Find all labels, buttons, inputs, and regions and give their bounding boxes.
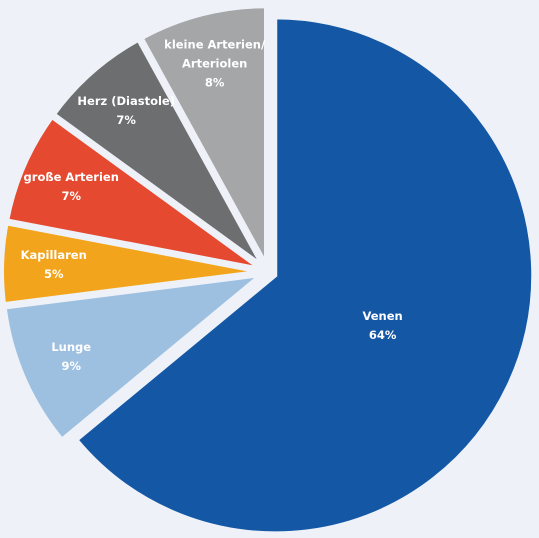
category-label: große Arterien	[23, 169, 119, 184]
pie-slice	[73, 15, 536, 536]
pie-slice	[0, 221, 261, 307]
category-label: Lunge	[51, 340, 92, 355]
slice-label: Herz (Diastole) 7%	[77, 92, 175, 130]
value-label: 8%	[204, 75, 225, 90]
category-label: Venen	[362, 308, 403, 323]
value-label: 64%	[368, 327, 397, 342]
slice-label: große Arterien 7%	[24, 168, 119, 206]
category-label: Herz (Diastole)	[77, 94, 175, 109]
value-label: 7%	[61, 188, 81, 203]
value-label: 9%	[61, 359, 81, 374]
slice-label: Venen 64%	[362, 307, 402, 345]
pie-slice	[2, 272, 268, 443]
value-label: 7%	[116, 113, 136, 128]
slice-label: Lunge 9%	[51, 338, 91, 376]
pie-slice	[139, 4, 269, 266]
pie-slice	[4, 114, 262, 271]
value-label: 5%	[43, 267, 64, 282]
slice-label: Kapillaren 5%	[21, 246, 87, 284]
category-label: Kapillaren	[20, 248, 87, 263]
category-label: kleine Arterien/ Arteriolen	[164, 37, 266, 71]
slice-label: kleine Arterien/ Arteriolen 8%	[160, 36, 270, 93]
pie-slice	[51, 37, 265, 268]
